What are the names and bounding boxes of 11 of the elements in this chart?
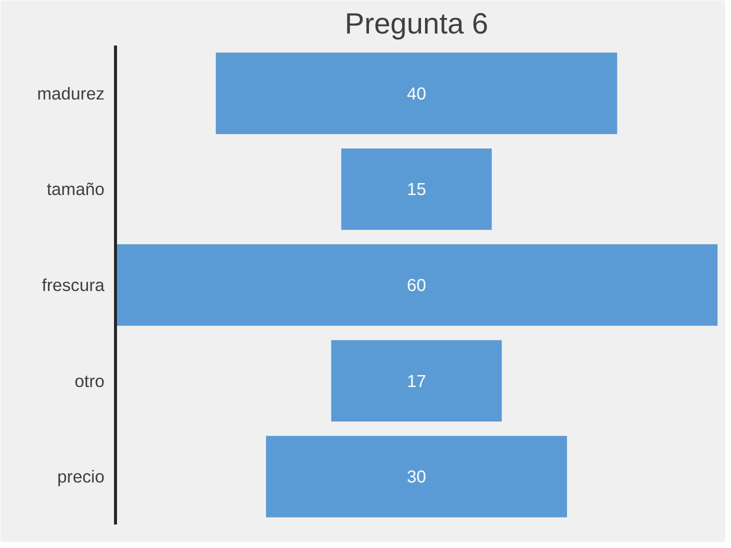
category-label: otro xyxy=(74,370,104,391)
category-label: precio xyxy=(57,466,105,487)
data-label: 15 xyxy=(406,179,426,200)
text: Pregunta 6 xyxy=(344,8,488,40)
data-label: 17 xyxy=(406,370,426,391)
category-label: frescura xyxy=(42,275,105,295)
category-label: madurez xyxy=(37,83,105,104)
data-label: 60 xyxy=(406,275,426,295)
data-label: 40 xyxy=(406,83,426,104)
data-label: 30 xyxy=(406,466,426,487)
category-label: tamaño xyxy=(46,179,105,200)
